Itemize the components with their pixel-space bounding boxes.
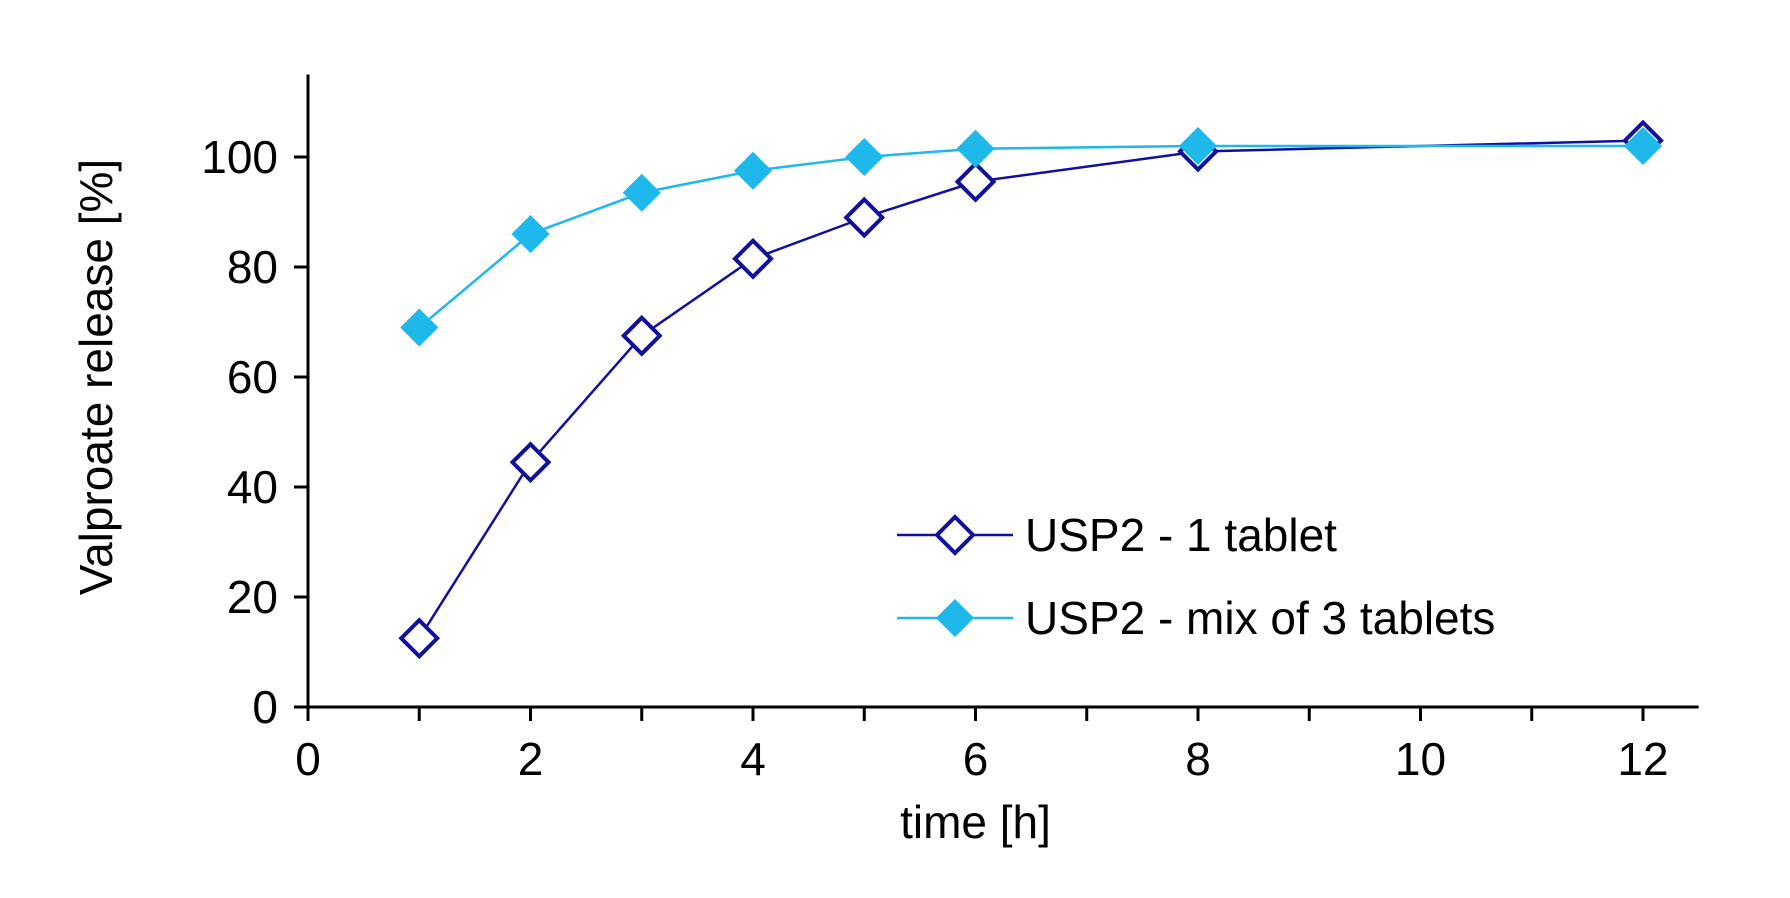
x-axis-ticks: 0 2 4 6 8 10 12	[295, 707, 1669, 785]
series-line	[418, 144, 1643, 329]
x-tick-label: 10	[1395, 733, 1446, 785]
series-line	[418, 139, 1644, 639]
legend: USP2 - 1 tablet USP2 - mix of 3 tablets	[897, 509, 1495, 644]
y-tick-label: 100	[201, 131, 278, 183]
x-tick-label: 0	[295, 733, 321, 785]
legend-entry-2: USP2 - mix of 3 tablets	[897, 592, 1495, 644]
legend-swatch-marker	[935, 598, 975, 638]
y-axis-title: Valproate release [%]	[70, 159, 122, 595]
x-tick-label: 6	[963, 733, 989, 785]
x-axis-title: time [h]	[900, 796, 1051, 848]
data-point	[398, 617, 441, 660]
series-layer	[398, 119, 1664, 660]
data-point	[622, 173, 661, 212]
y-tick-label: 40	[227, 461, 278, 513]
data-point	[620, 314, 663, 357]
data-point	[845, 137, 884, 177]
data-point	[400, 308, 439, 347]
legend-label: USP2 - mix of 3 tablets	[1025, 592, 1495, 644]
data-point	[1623, 126, 1663, 166]
axes	[306, 74, 1699, 709]
y-tick-label: 0	[252, 681, 278, 733]
data-point	[843, 196, 886, 239]
data-point	[732, 237, 774, 280]
y-tick-label: 80	[227, 241, 278, 293]
x-tick-label: 2	[518, 733, 544, 785]
legend-entry-1: USP2 - 1 tablet	[897, 509, 1337, 561]
data-point	[509, 441, 552, 484]
x-tick-label: 8	[1185, 733, 1211, 785]
y-tick-label: 60	[227, 351, 278, 403]
x-tick-label: 12	[1617, 733, 1668, 785]
legend-label: USP2 - 1 tablet	[1025, 509, 1337, 561]
data-point	[956, 129, 995, 168]
data-point	[733, 151, 773, 190]
series-2	[400, 126, 1663, 347]
data-point	[954, 160, 997, 203]
y-tick-label: 20	[227, 571, 278, 623]
series-1	[398, 119, 1664, 660]
data-point	[511, 214, 550, 254]
x-tick-label: 4	[740, 733, 766, 785]
data-point	[1178, 126, 1218, 166]
legend-swatch-marker	[934, 514, 976, 556]
y-axis-ticks: 0 20 40 60 80 100	[201, 131, 308, 733]
